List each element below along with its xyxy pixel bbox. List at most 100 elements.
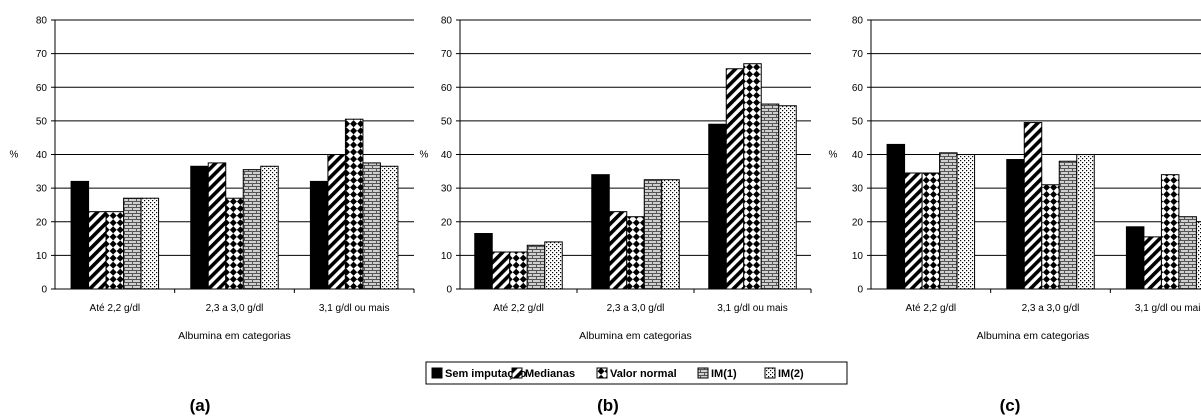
x-tick-label: Até 2,2 g/dl bbox=[493, 303, 544, 314]
legend-label: Valor normal bbox=[610, 368, 677, 380]
panel-label: (b) bbox=[597, 396, 619, 415]
bar-im-1--2 bbox=[643, 179, 663, 290]
bar-valor-normal-3 bbox=[344, 118, 364, 290]
y-tick-label: 50 bbox=[36, 116, 48, 127]
bar-im-2--3 bbox=[379, 165, 399, 290]
y-tick-label: 0 bbox=[857, 285, 863, 296]
bar-sem-imputa-o-3 bbox=[309, 180, 329, 290]
legend-label: IM(2) bbox=[778, 368, 804, 380]
x-tick-label: 3,1 g/dl ou mais bbox=[717, 303, 788, 314]
legend-label: Sem imputação bbox=[445, 368, 527, 380]
bar-im-1--2 bbox=[242, 169, 262, 290]
bar-valor-normal-3 bbox=[743, 63, 762, 290]
x-tick-label: 2,3 a 3,0 g/dl bbox=[1022, 303, 1080, 314]
y-tick-label: 30 bbox=[36, 184, 48, 195]
x-tick-label: 2,3 a 3,0 g/dl bbox=[607, 303, 665, 314]
bar-im-2--2 bbox=[260, 165, 279, 290]
chart-panel-1: 0 10 20 30 40 50 60 70 80% Até 2,2 g/dl 2,3 a 3,0 … bbox=[10, 16, 415, 415]
y-tick-label: 60 bbox=[852, 83, 864, 94]
bar-im-2--3 bbox=[1195, 221, 1201, 290]
y-tick-label: 40 bbox=[852, 150, 864, 161]
legend-swatch bbox=[697, 367, 709, 379]
bar-valor-normal-1 bbox=[105, 211, 125, 290]
x-tick-label: 2,3 a 3,0 g/dl bbox=[206, 303, 264, 314]
y-tick-label: 10 bbox=[852, 251, 864, 262]
x-axis-label: Albumina em categorias bbox=[579, 330, 692, 342]
y-tick-label: 20 bbox=[441, 217, 453, 228]
chart-panel-3: 0 10 20 30 40 50 60 70 80% Até 2,2 g/dl 2,3 a 3,0 … bbox=[829, 16, 1201, 415]
bar-im-1--1 bbox=[123, 197, 142, 290]
y-tick-label: 10 bbox=[36, 251, 48, 262]
bar-sem-imputa-o-3 bbox=[1125, 226, 1145, 290]
legend-swatch bbox=[431, 367, 443, 379]
bar-valor-normal-1 bbox=[509, 251, 528, 290]
x-tick-label: 3,1 g/dl ou mais bbox=[319, 303, 390, 314]
chart-panels: 0 10 20 30 40 50 60 70 80% Até 2,2 g/dl 2,3 a 3,0 … bbox=[10, 16, 1201, 415]
y-tick-label: 10 bbox=[441, 251, 453, 262]
bar-im-1--3 bbox=[760, 103, 780, 290]
bar-medianas-2 bbox=[1023, 122, 1043, 290]
y-tick-label: 30 bbox=[852, 184, 864, 195]
y-tick-label: 80 bbox=[852, 16, 864, 27]
bar-valor-normal-2 bbox=[225, 197, 244, 290]
bar-medianas-1 bbox=[904, 172, 923, 290]
legend-swatch bbox=[596, 367, 608, 379]
bar-im-1--3 bbox=[1178, 216, 1197, 290]
bar-im-1--3 bbox=[362, 162, 381, 290]
y-axis-label: % bbox=[829, 150, 838, 161]
bar-valor-normal-3 bbox=[1160, 174, 1180, 290]
bar-valor-normal-2 bbox=[1041, 184, 1060, 290]
y-axis-label: % bbox=[420, 150, 429, 161]
bar-im-1--1 bbox=[939, 152, 958, 290]
y-tick-label: 0 bbox=[41, 285, 47, 296]
bar-medianas-3 bbox=[1143, 236, 1162, 290]
y-tick-label: 20 bbox=[36, 217, 48, 228]
bar-im-2--2 bbox=[661, 179, 680, 290]
bar-medianas-1 bbox=[491, 251, 511, 290]
legend-label: IM(1) bbox=[711, 368, 737, 380]
legend-swatch bbox=[511, 367, 523, 379]
bar-medianas-3 bbox=[327, 154, 346, 290]
bar-valor-normal-2 bbox=[626, 216, 645, 290]
bar-sem-imputa-o-2 bbox=[190, 165, 209, 290]
bar-medianas-2 bbox=[608, 211, 628, 290]
y-tick-label: 70 bbox=[441, 49, 453, 60]
x-axis-label: Albumina em categorias bbox=[977, 330, 1090, 342]
x-tick-label: Até 2,2 g/dl bbox=[906, 303, 957, 314]
y-tick-label: 70 bbox=[852, 49, 864, 60]
bar-valor-normal-1 bbox=[921, 172, 941, 290]
x-tick-label: 3,1 g/dl ou mais bbox=[1135, 303, 1201, 314]
y-tick-label: 20 bbox=[852, 217, 864, 228]
y-tick-label: 40 bbox=[441, 150, 453, 161]
y-tick-label: 50 bbox=[852, 116, 864, 127]
y-tick-label: 60 bbox=[441, 83, 453, 94]
y-tick-label: 40 bbox=[36, 150, 48, 161]
bar-medianas-3 bbox=[725, 68, 745, 290]
bar-sem-imputa-o-2 bbox=[1006, 159, 1025, 290]
bar-im-2--3 bbox=[778, 105, 797, 290]
panel-label: (a) bbox=[190, 396, 211, 415]
y-tick-label: 0 bbox=[446, 285, 452, 296]
y-axis-label: % bbox=[10, 150, 19, 161]
y-tick-label: 80 bbox=[36, 16, 48, 27]
legend-box bbox=[425, 361, 848, 385]
legend-label: Medianas bbox=[525, 368, 575, 380]
bar-medianas-1 bbox=[88, 211, 107, 290]
bar-sem-imputa-o-1 bbox=[70, 180, 90, 290]
y-tick-label: 50 bbox=[441, 116, 453, 127]
bar-sem-imputa-o-3 bbox=[708, 123, 727, 290]
y-tick-label: 70 bbox=[36, 49, 48, 60]
bar-medianas-2 bbox=[207, 162, 227, 290]
chart-panel-2: 0 10 20 30 40 50 60 70 80% Até 2,2 g/dl 2,3 a 3,0 … bbox=[420, 16, 812, 415]
bar-sem-imputa-o-1 bbox=[886, 143, 906, 290]
bar-sem-imputa-o-2 bbox=[591, 174, 610, 290]
bar-im-2--1 bbox=[956, 154, 976, 290]
bar-im-2--1 bbox=[140, 197, 160, 290]
y-tick-label: 60 bbox=[36, 83, 48, 94]
panel-label: (c) bbox=[1000, 396, 1021, 415]
x-axis-label: Albumina em categorias bbox=[178, 330, 291, 342]
x-tick-label: Até 2,2 g/dl bbox=[90, 303, 141, 314]
bar-im-2--1 bbox=[544, 241, 563, 290]
